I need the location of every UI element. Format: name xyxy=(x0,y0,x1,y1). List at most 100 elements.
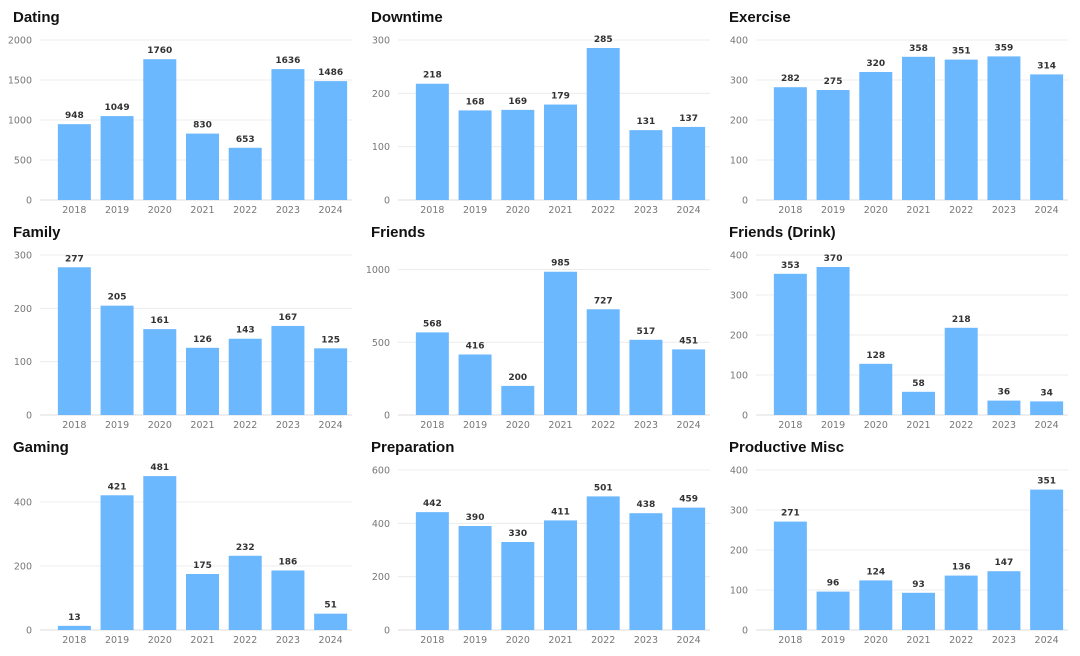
x-tick-label: 2023 xyxy=(992,420,1016,430)
bar-2021 xyxy=(544,104,577,200)
x-tick-label: 2021 xyxy=(906,205,930,215)
chart-title: Gaming xyxy=(13,439,69,456)
x-tick-label: 2024 xyxy=(319,205,343,215)
bar-2018 xyxy=(773,87,807,200)
data-label: 830 xyxy=(193,121,212,131)
x-tick-label: 2021 xyxy=(548,635,572,645)
y-tick-label: 200 xyxy=(372,572,390,583)
data-label: 58 xyxy=(912,379,925,389)
bar-2022 xyxy=(586,48,620,200)
y-tick-label: 1500 xyxy=(8,76,32,87)
y-tick-label: 300 xyxy=(14,251,32,262)
data-label: 351 xyxy=(952,47,971,57)
data-label: 390 xyxy=(466,513,485,523)
x-tick-label: 2018 xyxy=(778,420,802,430)
y-tick-label: 100 xyxy=(372,142,390,153)
x-tick-label: 2019 xyxy=(463,420,487,430)
x-tick-label: 2024 xyxy=(677,205,701,215)
x-tick-label: 2020 xyxy=(506,205,530,215)
x-tick-label: 2020 xyxy=(506,420,530,430)
data-label: 501 xyxy=(594,483,613,493)
bar-2024 xyxy=(314,81,348,200)
bar-2022 xyxy=(228,338,262,415)
bar-2023 xyxy=(629,339,663,415)
bar-2020 xyxy=(143,59,177,201)
data-label: 131 xyxy=(637,117,656,127)
x-tick-label: 2022 xyxy=(949,420,973,430)
data-label: 126 xyxy=(193,335,212,345)
chart-panel-friends-drink: Friends (Drink) 0 100 200 300 400 353 2018 370 20… xyxy=(716,215,1076,430)
y-tick-label: 600 xyxy=(372,466,390,477)
chart-panel-productive-misc: Productive Misc 0 100 200 300 400 271 2018 96 201… xyxy=(716,430,1076,645)
chart-panel-exercise: Exercise 0 100 200 300 400 282 2018 275 2019 320 20… xyxy=(716,0,1076,215)
data-label: 1636 xyxy=(275,56,300,66)
data-label: 351 xyxy=(1037,477,1056,487)
x-tick-label: 2018 xyxy=(420,420,444,430)
bar-2018 xyxy=(57,267,91,415)
bar-2020 xyxy=(859,580,893,630)
x-tick-label: 2020 xyxy=(148,205,172,215)
x-tick-label: 2024 xyxy=(319,420,343,430)
y-tick-label: 100 xyxy=(14,357,32,368)
bar-2019 xyxy=(100,495,134,630)
data-label: 459 xyxy=(679,495,698,505)
bar-chart: 0 100 200 300 218 2018 168 2019 169 2020 179 2021 28… xyxy=(372,35,710,215)
data-label: 168 xyxy=(466,97,485,107)
x-tick-label: 2023 xyxy=(992,205,1016,215)
y-tick-label: 2000 xyxy=(8,36,32,47)
y-tick-label: 200 xyxy=(372,89,390,100)
y-tick-label: 0 xyxy=(384,196,390,207)
bar-2022 xyxy=(944,327,978,415)
data-label: 359 xyxy=(995,43,1014,53)
bar-2022 xyxy=(944,575,978,630)
bar-2023 xyxy=(987,571,1021,630)
bar-2019 xyxy=(100,305,134,415)
y-tick-label: 200 xyxy=(730,546,748,557)
y-tick-label: 100 xyxy=(730,156,748,167)
bar-chart: 0 200 400 13 2018 421 2019 481 2020 175 2021 232 202… xyxy=(14,463,352,645)
y-tick-label: 300 xyxy=(730,506,748,517)
bar-2020 xyxy=(143,329,177,415)
data-label: 179 xyxy=(551,92,570,102)
bar-2023 xyxy=(987,56,1021,201)
bar-2022 xyxy=(586,496,620,630)
data-label: 727 xyxy=(594,296,613,306)
x-tick-label: 2019 xyxy=(105,635,129,645)
data-label: 421 xyxy=(108,482,127,492)
data-label: 125 xyxy=(321,335,340,345)
x-tick-label: 2019 xyxy=(821,635,845,645)
data-label: 985 xyxy=(551,259,570,269)
data-label: 124 xyxy=(866,567,885,577)
y-tick-label: 1000 xyxy=(8,116,32,127)
bar-2019 xyxy=(458,110,492,200)
data-label: 36 xyxy=(998,388,1011,398)
x-tick-label: 2018 xyxy=(420,205,444,215)
bar-2020 xyxy=(501,109,535,200)
data-label: 948 xyxy=(65,111,84,121)
bar-2022 xyxy=(944,59,978,200)
data-label: 282 xyxy=(781,74,800,84)
bar-2018 xyxy=(57,625,91,630)
x-tick-label: 2020 xyxy=(864,205,888,215)
y-tick-label: 100 xyxy=(730,371,748,382)
x-tick-label: 2022 xyxy=(949,635,973,645)
data-label: 411 xyxy=(551,507,570,517)
data-label: 34 xyxy=(1040,388,1053,398)
x-tick-label: 2022 xyxy=(233,635,257,645)
bar-2020 xyxy=(501,385,535,415)
data-label: 568 xyxy=(423,319,442,329)
chart-panel-friends: Friends 0 500 1000 568 2018 416 2019 200 2020 985 2… xyxy=(358,215,718,430)
x-tick-label: 2023 xyxy=(992,635,1016,645)
data-label: 481 xyxy=(150,463,169,473)
chart-panel-dating: Dating 0 500 1000 1500 2000 948 2018 1049 2019 176… xyxy=(0,0,360,215)
data-label: 218 xyxy=(423,71,442,81)
y-tick-label: 500 xyxy=(14,156,32,167)
x-tick-label: 2019 xyxy=(463,205,487,215)
x-tick-label: 2019 xyxy=(105,420,129,430)
bar-2023 xyxy=(629,513,663,630)
bar-2023 xyxy=(987,400,1021,415)
x-tick-label: 2018 xyxy=(62,635,86,645)
x-tick-label: 2022 xyxy=(591,635,615,645)
bar-2024 xyxy=(1030,401,1064,415)
bar-2022 xyxy=(586,309,620,415)
